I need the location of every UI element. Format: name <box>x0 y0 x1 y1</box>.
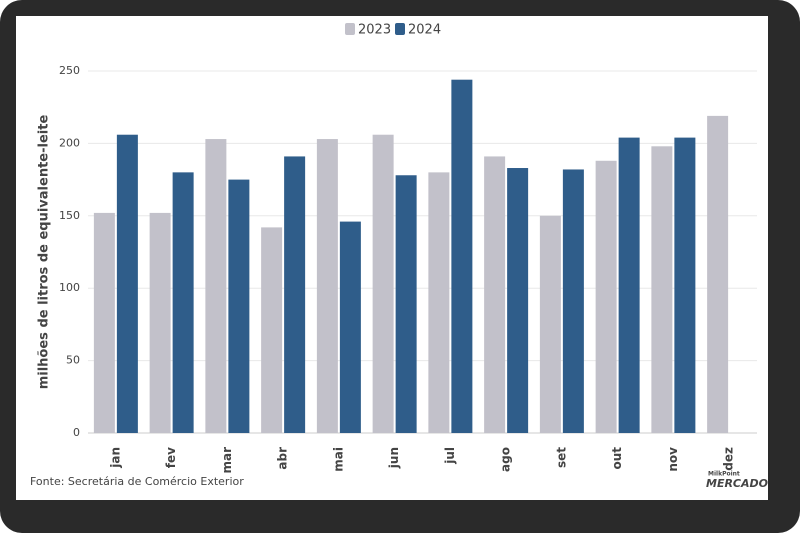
x-tick-label: nov <box>666 447 680 472</box>
y-tick-label: 200 <box>59 136 80 149</box>
bar <box>205 139 227 433</box>
bar <box>172 172 194 434</box>
y-tick-label: 100 <box>59 281 80 294</box>
y-tick-label: 50 <box>66 354 80 367</box>
source: Fonte: Secretária de Comércio Exterior <box>30 475 244 488</box>
bar <box>507 168 529 434</box>
bar <box>484 156 506 433</box>
legend-label: 2024 <box>408 23 441 38</box>
x-tick-label: jun <box>387 447 401 469</box>
x-tick-label: fev <box>164 447 178 468</box>
bar <box>261 227 283 433</box>
bar <box>451 79 473 434</box>
logo-top: MilkPoint <box>708 471 740 478</box>
x-tick-label: jul <box>443 447 457 465</box>
bar <box>707 115 729 433</box>
bar <box>595 160 617 433</box>
bar <box>651 146 673 433</box>
x-tick-label: jan <box>108 447 122 469</box>
bar <box>674 137 696 433</box>
logo-bottom: MERCADO <box>706 477 768 490</box>
y-tick-label: 250 <box>59 64 80 77</box>
bar <box>339 221 361 433</box>
bar <box>116 134 138 433</box>
x-tick-label: mai <box>331 447 345 472</box>
bar <box>316 139 338 433</box>
legend-swatch <box>395 23 405 35</box>
x-tick-label: set <box>554 447 568 468</box>
bar <box>284 156 306 433</box>
x-tick-label: mar <box>220 447 234 474</box>
bar <box>149 212 171 433</box>
y-axis-label: milhões de litros de equivalente-leite <box>37 115 52 390</box>
bar <box>428 172 450 434</box>
y-tick-label: 150 <box>59 209 80 222</box>
bar <box>562 169 584 434</box>
x-tick-label: ago <box>499 447 513 472</box>
x-tick-label: dez <box>722 447 736 471</box>
legend-swatch <box>345 23 355 35</box>
bar <box>228 179 250 433</box>
x-tick-label: abr <box>276 447 290 470</box>
bar <box>395 175 417 434</box>
bar <box>618 137 640 433</box>
bar <box>93 212 115 433</box>
x-tick-label: out <box>610 447 624 470</box>
legend-label: 2023 <box>358 23 391 38</box>
bar <box>372 134 394 433</box>
bar <box>539 215 561 433</box>
y-tick-label: 0 <box>73 426 80 439</box>
